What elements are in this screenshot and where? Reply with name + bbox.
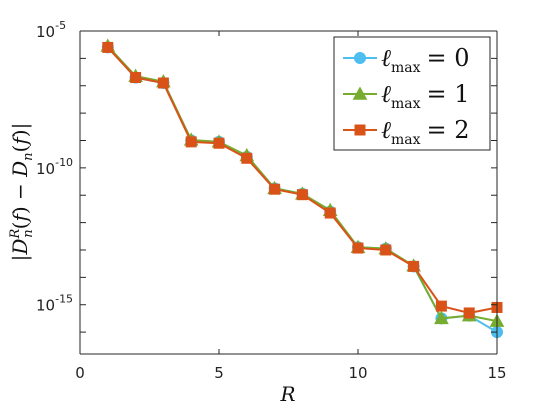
- data-point: [324, 207, 336, 219]
- legend-entry: ℓmax = 0: [343, 44, 470, 76]
- y-tick-label: 10-15: [36, 293, 73, 315]
- data-point: [463, 307, 475, 319]
- y-tick-label: 10-10: [36, 156, 73, 178]
- tick-layer: 0 5 10 15 10-5 10-10 10-15: [36, 19, 507, 382]
- legend-entry: ℓmax = 1: [343, 80, 470, 112]
- y-tick-label: 10-5: [36, 19, 66, 41]
- data-point: [435, 300, 447, 312]
- legend-entry: ℓmax = 2: [343, 116, 470, 148]
- series-layer: [100, 38, 505, 339]
- svg-text:|DRn(f) − Dn(f)|: |DRn(f) − Dn(f)|: [8, 123, 36, 262]
- legend-marker: [354, 52, 366, 64]
- data-point: [296, 189, 308, 201]
- x-tick-label: 0: [75, 364, 85, 382]
- y-axis-label: |DRn(f) − Dn(f)|: [8, 123, 36, 262]
- x-axis-label: R: [279, 382, 295, 406]
- legend-label: ℓmax = 1: [381, 80, 470, 112]
- data-point: [157, 77, 169, 89]
- x-tick-label: 10: [348, 364, 367, 382]
- legend-label: ℓmax = 2: [381, 116, 470, 148]
- legend-marker: [354, 124, 366, 136]
- data-point: [241, 152, 253, 164]
- data-point: [130, 72, 142, 84]
- legend: ℓmax = 0 ℓmax = 1 ℓmax = 2: [333, 36, 491, 151]
- legend-label: ℓmax = 0: [381, 44, 470, 76]
- data-point: [352, 242, 364, 254]
- data-point: [408, 260, 420, 272]
- data-point: [102, 41, 114, 53]
- data-point: [269, 183, 281, 195]
- x-tick-label: 5: [214, 364, 224, 382]
- legend-marker: [352, 86, 368, 100]
- data-point: [213, 137, 225, 149]
- data-point: [185, 136, 197, 148]
- x-tick-label: 15: [487, 364, 506, 382]
- data-point: [434, 310, 449, 325]
- data-point: [380, 244, 392, 256]
